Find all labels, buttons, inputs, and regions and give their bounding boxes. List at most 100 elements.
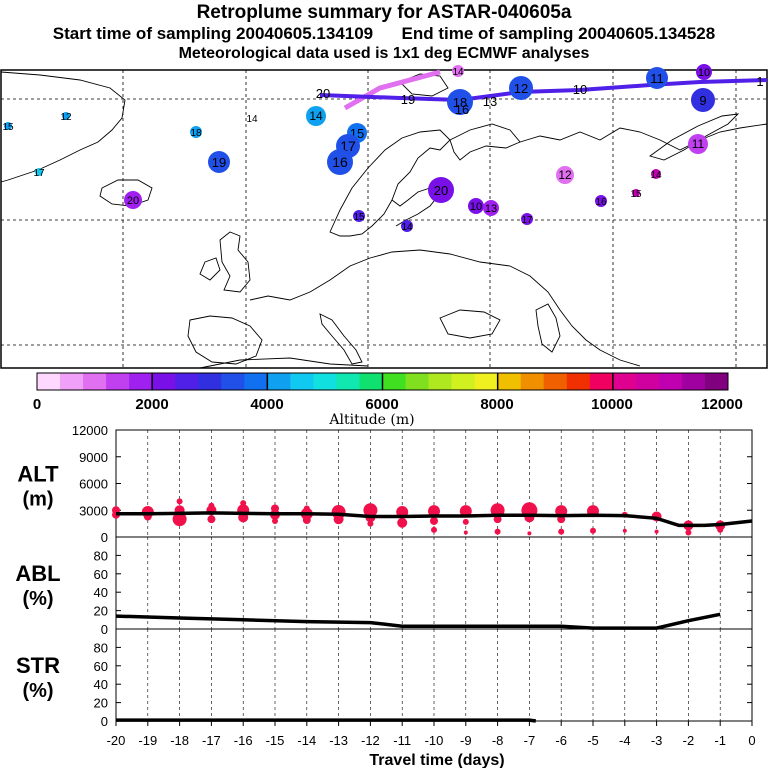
map-marker: 16 — [595, 195, 607, 208]
map-marker-label: 17 — [33, 168, 45, 179]
map-marker-label: 12 — [514, 81, 528, 96]
panel-label: ALT — [17, 462, 59, 487]
sampling-time-label: Start time of sampling 20040605.134109 E… — [0, 24, 768, 44]
colorbar-cell — [152, 373, 176, 390]
altitude-point — [590, 527, 596, 534]
colorbar-cell — [267, 373, 291, 390]
map-marker: 13 — [483, 94, 497, 109]
colorbar-cell — [474, 373, 499, 390]
abl-panel: 80 60 40 20 0 ABL(%) — [15, 536, 753, 637]
colorbar-cell — [221, 373, 245, 390]
panel-unit-label: (m) — [22, 489, 53, 511]
y-tick-label: 0 — [101, 530, 108, 545]
map-marker-label: 14 — [246, 114, 258, 125]
map-marker: 15 — [630, 189, 642, 200]
colorbar-cell — [589, 373, 614, 390]
map-graticule — [1, 70, 767, 368]
map-marker: 16 — [327, 149, 353, 175]
colorbar-cell — [290, 373, 314, 390]
altitude-point — [622, 528, 627, 533]
black-sea-coast — [439, 309, 501, 339]
map-marker: 17 — [521, 213, 533, 226]
x-tick-label: -6 — [555, 733, 567, 748]
colorbar-cell — [106, 373, 130, 390]
x-axis: -20 -19 -18 -17 -16 -15 -14 -13 -12 -11 -10 -9 -8 -7-… — [107, 721, 756, 748]
map-marker: 14 — [452, 65, 464, 78]
map-marker-label: 19 — [401, 92, 415, 107]
map-marker-label: 13 — [483, 94, 497, 109]
map-marker: 10 — [573, 82, 587, 97]
map-marker-label: 9 — [699, 93, 706, 108]
y-tick-label: 6000 — [79, 477, 108, 492]
x-tick-label: -1 — [714, 733, 726, 748]
map-marker-label: 15 — [2, 122, 14, 133]
europe-coast — [249, 249, 641, 367]
map-marker: 9 — [691, 88, 715, 112]
y-tick-label: 20 — [94, 696, 108, 711]
colorbar-cell — [244, 373, 268, 390]
altitude-point — [654, 529, 659, 534]
panel-unit-label: (%) — [22, 680, 53, 702]
abl-series-line — [115, 612, 721, 630]
x-tick-label: -13 — [329, 733, 348, 748]
map-marker: 14 — [246, 114, 258, 125]
colorbar-cell — [520, 373, 545, 390]
map-markers: 14 10 20 19 12 11 10 9 1 18 13 16 14 15 … — [2, 64, 764, 233]
str-panel: 80 60 40 20 0 STR(%) — [16, 628, 753, 729]
start-time-label: Start time of sampling 20040605.134109 — [52, 24, 374, 43]
colorbar-tick-labels: 0 2000 4000 6000 8000 10000 12000 — [33, 396, 743, 413]
map-marker: 1 — [756, 74, 763, 89]
map-marker-label: 20 — [316, 86, 330, 101]
altitude-point — [430, 516, 438, 525]
arctic-russia-coast — [519, 123, 768, 151]
svalbard-coast — [399, 73, 449, 97]
map-marker: 18 — [190, 126, 202, 139]
x-tick-label: -8 — [492, 733, 504, 748]
map-marker-label: 11 — [692, 137, 705, 151]
map-marker: 10 — [468, 198, 484, 214]
colorbar-cell — [451, 373, 476, 390]
map-marker-label: 13 — [485, 203, 497, 215]
chart-title: Retroplume summary for ASTAR-040605a — [196, 2, 572, 23]
colorbar-cell — [313, 373, 337, 390]
colorbar-cell — [704, 373, 729, 390]
map-marker-label: 10 — [698, 67, 710, 79]
x-axis-label: Travel time (days) — [369, 752, 504, 768]
italy-coast — [319, 313, 363, 365]
map-marker: 15 — [2, 122, 14, 133]
map-marker-label: 14 — [650, 170, 662, 181]
y-tick-label: 40 — [94, 585, 108, 600]
colorbar-cell — [681, 373, 706, 390]
x-tick-label: -7 — [524, 733, 536, 748]
x-tick-label: -19 — [138, 733, 157, 748]
colorbar-cell — [37, 373, 61, 390]
met-data-label: Meteorological data used is 1x1 deg ECMW… — [178, 45, 590, 62]
map-marker-label: 14 — [452, 67, 464, 78]
map-marker-label: 19 — [212, 155, 226, 170]
x-tick-label: -11 — [393, 733, 411, 748]
colorbar-cell — [612, 373, 637, 390]
novaya-zemlya-coast — [648, 113, 740, 161]
altitude-point — [717, 526, 724, 533]
y-tick-label: 60 — [94, 567, 108, 582]
map-marker: 10 — [696, 64, 712, 80]
altitude-point — [240, 500, 247, 507]
colorbar-cell — [198, 373, 222, 390]
map-marker-label: 14 — [309, 109, 323, 123]
panel-label: ABL — [15, 561, 60, 586]
colorbar-tick: 4000 — [250, 396, 283, 413]
x-tick-label: 0 — [748, 733, 755, 748]
x-tick-label: -4 — [619, 733, 631, 748]
map-marker: 20 — [316, 86, 330, 101]
map-marker: 19 — [401, 92, 415, 107]
colorbar-cell — [359, 373, 383, 390]
colorbar-cell — [497, 373, 522, 390]
altitude-point — [493, 515, 502, 524]
colorbar-cell — [336, 373, 360, 390]
iberia-coast — [187, 315, 263, 365]
altitude-point — [363, 503, 378, 518]
map-marker: 14 — [650, 169, 662, 181]
y-tick-label: 9000 — [79, 450, 108, 465]
altitude-point — [333, 514, 344, 525]
